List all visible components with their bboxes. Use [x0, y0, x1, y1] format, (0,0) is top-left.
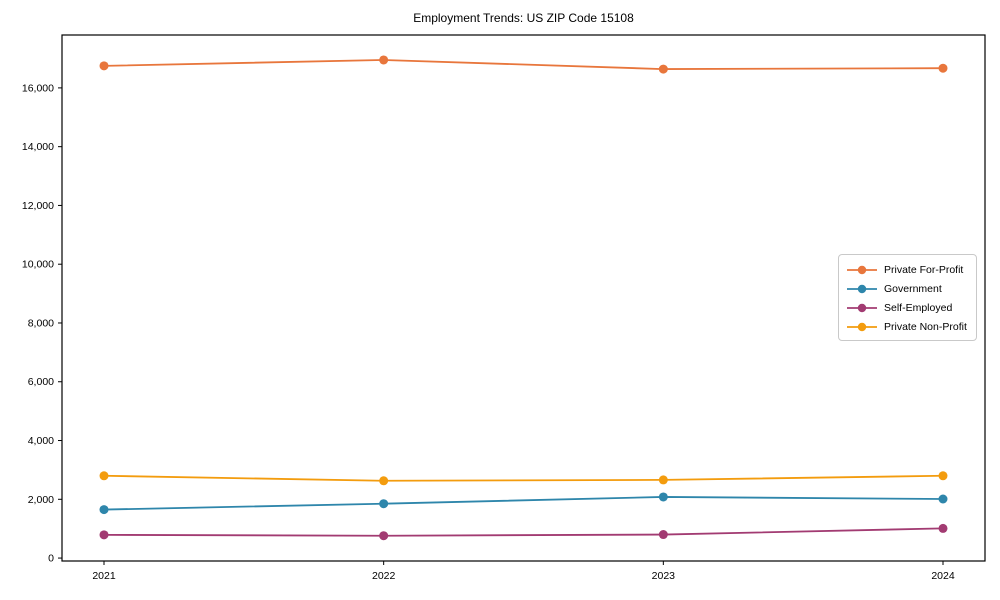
data-point-government-2023 — [658, 492, 668, 502]
data-point-private-non-profit-2021 — [99, 471, 109, 481]
series-line-private-non-profit — [103, 474, 944, 482]
legend-item-private-for-profit: Private For-Profit — [847, 262, 968, 277]
data-point-private-for-profit-2021 — [99, 61, 109, 71]
data-point-self-employed-2024 — [938, 523, 948, 533]
data-point-private-for-profit-2022 — [379, 55, 389, 65]
legend-label-private-non-profit: Private Non-Profit — [884, 320, 967, 333]
x-tick-label: 2024 — [931, 570, 955, 582]
series-line-government — [103, 496, 944, 511]
y-tick-label: 8,000 — [28, 317, 54, 329]
y-tick-label: 0 — [48, 553, 54, 565]
chart-title: Employment Trends: US ZIP Code 15108 — [413, 11, 634, 25]
legend-label-government: Government — [884, 282, 942, 295]
legend-label-self-employed: Self-Employed — [884, 301, 953, 314]
data-point-private-non-profit-2023 — [658, 475, 668, 485]
series-line-self-employed — [103, 527, 944, 537]
data-point-government-2021 — [99, 505, 109, 515]
legend-item-private-non-profit: Private Non-Profit — [847, 319, 968, 334]
legend-item-self-employed: Self-Employed — [847, 300, 968, 315]
y-tick-label: 16,000 — [22, 82, 54, 94]
legend-item-government: Government — [847, 281, 968, 296]
legend-marker-icon — [847, 284, 877, 293]
y-tick-label: 12,000 — [22, 200, 54, 212]
axes-box — [61, 34, 986, 562]
legend-label-private-for-profit: Private For-Profit — [884, 263, 964, 276]
y-tick-label: 10,000 — [22, 259, 54, 271]
series-line-private-for-profit — [103, 59, 944, 70]
data-point-self-employed-2021 — [99, 530, 109, 540]
chart-legend: Private For-Profit Government Self-Employe… — [838, 254, 977, 341]
x-tick-label: 2021 — [92, 570, 116, 582]
legend-marker-icon — [847, 303, 877, 312]
y-tick-label: 2,000 — [28, 494, 54, 506]
x-tick-label: 2023 — [652, 570, 676, 582]
legend-marker-icon — [847, 322, 877, 331]
y-tick-label: 6,000 — [28, 376, 54, 388]
data-point-self-employed-2023 — [658, 530, 668, 540]
y-tick-label: 14,000 — [22, 141, 54, 153]
legend-marker-icon — [847, 265, 877, 274]
data-point-private-non-profit-2022 — [379, 476, 389, 486]
data-point-government-2022 — [379, 499, 389, 509]
x-tick-label: 2022 — [372, 570, 396, 582]
data-point-private-non-profit-2024 — [938, 471, 948, 481]
y-tick-label: 4,000 — [28, 435, 54, 447]
data-point-self-employed-2022 — [379, 531, 389, 541]
data-point-private-for-profit-2024 — [938, 63, 948, 73]
data-point-government-2024 — [938, 494, 948, 504]
data-point-private-for-profit-2023 — [658, 64, 668, 74]
